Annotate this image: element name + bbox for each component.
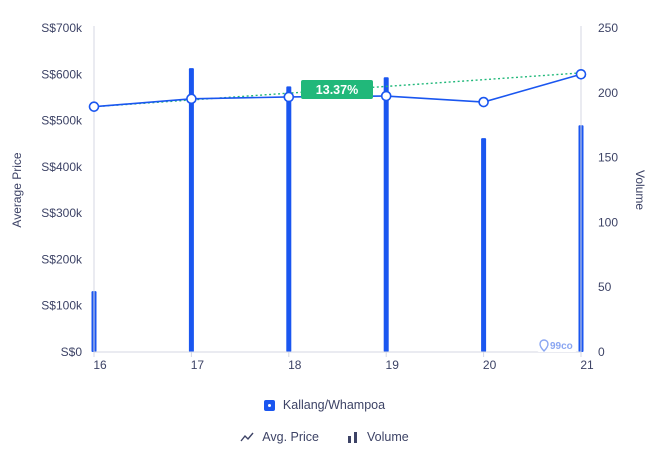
- volume-bars: [91, 68, 584, 353]
- x-tick-label: 20: [483, 358, 497, 372]
- left-tick-label: S$400k: [41, 160, 83, 174]
- volume-bar: [481, 138, 487, 352]
- watermark-99co: 99co: [537, 338, 577, 352]
- avg-price-point: [380, 90, 392, 102]
- x-tick-label: 21: [580, 358, 594, 372]
- left-tick-label: S$100k: [41, 299, 83, 313]
- bar-chart-icon: [348, 432, 358, 443]
- left-tick-label: S$700k: [41, 21, 83, 35]
- series-swatch: [263, 399, 275, 411]
- legend-item-avg-price[interactable]: Avg. Price: [240, 430, 319, 444]
- pin-icon: [539, 339, 549, 352]
- right-tick-label: 100: [598, 215, 618, 229]
- avg-price-point: [283, 91, 295, 103]
- left-tick-label: S$600k: [41, 67, 83, 81]
- left-tick-label: S$500k: [41, 114, 83, 128]
- volume-bar: [286, 86, 292, 352]
- volume-bar: [383, 77, 389, 353]
- axes: S$0 S$100k S$200k S$300k S$400k S$500k S$600k S…: [10, 21, 647, 372]
- trend-percentage-label: 13.37%: [316, 83, 358, 97]
- x-tick-label: 17: [191, 358, 205, 372]
- right-tick-label: 0: [598, 345, 605, 359]
- legend-volume-label: Volume: [367, 430, 409, 444]
- volume-bar: [188, 68, 194, 353]
- right-tick-label: 250: [598, 21, 618, 35]
- legend-item-volume[interactable]: Volume: [347, 430, 409, 444]
- x-tick-label: 16: [93, 358, 107, 372]
- right-tick-label: 50: [598, 280, 612, 294]
- avg-price-point: [186, 93, 197, 105]
- left-tick-label: S$0: [61, 345, 83, 359]
- avg-price-point: [478, 96, 489, 108]
- trend-badge: [301, 80, 373, 99]
- watermark-text: 99co: [550, 341, 573, 352]
- left-tick-label: S$200k: [41, 252, 83, 266]
- legend-avg-price-label: Avg. Price: [262, 430, 320, 444]
- metric-legend: Avg. Price Volume: [0, 430, 649, 444]
- right-tick-label: 200: [598, 86, 618, 100]
- left-tick-label: S$300k: [41, 206, 83, 220]
- avg-price-point: [88, 101, 100, 112]
- left-axis-title: Average Price: [10, 152, 24, 227]
- legend-item-kallang-whampoa[interactable]: Kallang/Whampoa: [263, 398, 386, 412]
- x-tick-label: 19: [386, 358, 400, 372]
- labels: 13.37%: [301, 80, 373, 99]
- series-legend: Kallang/Whampoa: [0, 398, 649, 412]
- legend-series-label: Kallang/Whampoa: [282, 398, 386, 412]
- right-tick-label: 150: [598, 151, 618, 165]
- right-axis-title: Volume: [633, 170, 647, 210]
- line-chart-icon: [240, 432, 254, 442]
- x-tick-label: 18: [288, 358, 302, 372]
- avg-price-point: [575, 68, 587, 80]
